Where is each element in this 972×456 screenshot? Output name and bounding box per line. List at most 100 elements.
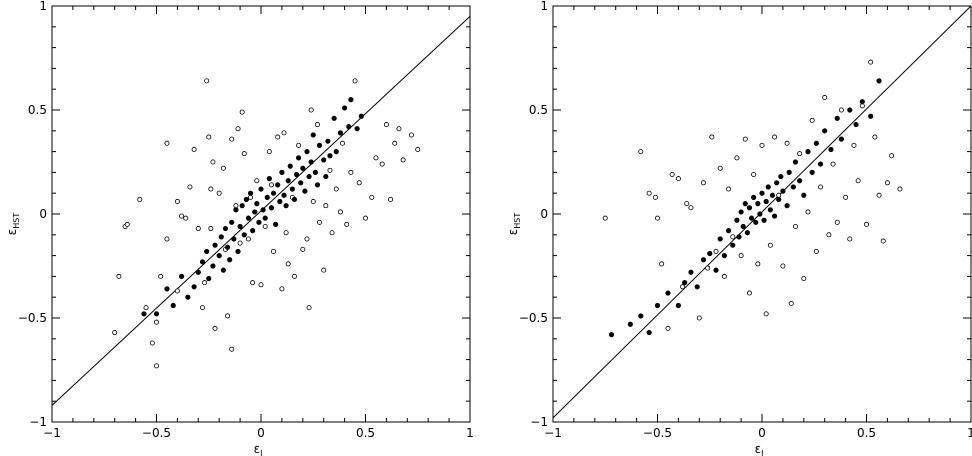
data-point-open xyxy=(638,149,644,155)
data-point-filled xyxy=(682,280,688,286)
data-point-filled xyxy=(638,313,644,319)
data-point-filled xyxy=(270,190,277,196)
data-point-filled xyxy=(853,121,859,128)
data-point-open xyxy=(809,117,815,123)
data-point-filled xyxy=(828,146,834,153)
data-point-filled xyxy=(233,207,239,213)
data-point-open xyxy=(323,203,329,209)
data-point-open xyxy=(746,290,752,296)
data-point-open xyxy=(137,196,143,202)
data-point-filled xyxy=(755,201,761,207)
data-point-filled xyxy=(153,311,160,317)
data-point-open xyxy=(876,192,882,198)
y-tick-label: 0 xyxy=(540,207,548,221)
data-point-filled xyxy=(283,203,289,209)
data-point-open xyxy=(373,155,379,161)
data-point-filled xyxy=(348,96,354,103)
data-point-filled xyxy=(141,311,147,317)
data-point-open xyxy=(872,134,878,140)
data-point-open xyxy=(759,142,765,148)
data-point-filled xyxy=(323,173,329,180)
data-point-open xyxy=(291,273,297,279)
data-point-filled xyxy=(358,113,364,119)
data-point-filled xyxy=(256,219,262,225)
y-tick-label: 1 xyxy=(540,0,548,13)
data-point-filled xyxy=(254,201,260,207)
data-point-filled xyxy=(780,188,786,194)
data-point-open xyxy=(206,134,212,140)
data-point-filled xyxy=(237,223,243,230)
data-point-filled xyxy=(608,332,615,338)
data-point-filled xyxy=(646,329,652,336)
data-point-open xyxy=(329,230,335,236)
data-point-open xyxy=(392,140,398,146)
data-point-filled xyxy=(784,203,790,209)
data-point-open xyxy=(847,236,853,242)
data-point-open xyxy=(183,215,189,221)
x-axis-label-subscript: I xyxy=(761,449,763,456)
data-point-open xyxy=(283,230,289,236)
data-point-open xyxy=(717,165,723,171)
data-point-filled xyxy=(834,115,840,121)
data-point-open xyxy=(659,261,665,267)
data-point-filled xyxy=(243,196,249,203)
data-point-open xyxy=(300,246,306,252)
data-point-filled xyxy=(260,207,266,213)
data-point-open xyxy=(174,199,180,205)
data-point-open xyxy=(143,305,149,311)
data-point-open xyxy=(721,273,727,279)
data-point-open xyxy=(851,142,857,148)
data-point-filled xyxy=(717,236,723,242)
data-point-open xyxy=(250,280,256,286)
data-point-open xyxy=(838,107,844,113)
y-axis-label-subscript: HST xyxy=(12,213,21,229)
data-point-open xyxy=(805,209,811,215)
data-point-filled xyxy=(321,157,327,163)
data-point-open xyxy=(208,226,214,232)
data-point-filled xyxy=(738,209,744,215)
data-point-filled xyxy=(778,173,784,180)
data-point-open xyxy=(369,194,375,200)
data-point-filled xyxy=(736,234,742,240)
x-tick-label: −0.5 xyxy=(142,426,171,440)
data-point-open xyxy=(684,201,690,207)
data-point-open xyxy=(304,236,310,242)
data-point-open xyxy=(864,221,870,227)
data-point-filled xyxy=(285,178,291,184)
data-point-filled xyxy=(801,192,807,198)
data-point-open xyxy=(306,305,312,311)
data-point-filled xyxy=(792,159,799,165)
data-point-open xyxy=(116,273,122,279)
data-point-open xyxy=(174,288,180,294)
data-point-open xyxy=(726,186,732,192)
data-point-filled xyxy=(757,211,763,217)
data-point-filled xyxy=(751,194,757,200)
data-point-filled xyxy=(767,207,773,213)
data-point-filled xyxy=(164,286,170,292)
data-point-filled xyxy=(222,225,229,232)
data-point-open xyxy=(408,132,414,138)
data-point-open xyxy=(229,346,235,352)
data-point-filled xyxy=(204,248,210,255)
data-point-filled xyxy=(199,259,206,265)
data-point-open xyxy=(788,300,794,306)
data-point-open xyxy=(818,184,824,190)
data-point-open xyxy=(738,253,744,259)
data-point-open xyxy=(158,273,164,279)
data-point-filled xyxy=(813,140,819,146)
data-point-filled xyxy=(627,321,633,327)
data-point-filled xyxy=(268,205,275,211)
data-point-open xyxy=(362,215,368,221)
data-point-filled xyxy=(220,267,226,273)
data-point-filled xyxy=(748,215,755,221)
data-point-open xyxy=(279,286,285,292)
data-point-open xyxy=(216,190,222,196)
data-point-open xyxy=(700,180,706,186)
data-point-open xyxy=(179,213,185,219)
plot-frame xyxy=(51,5,471,423)
x-tick-label: −1 xyxy=(544,426,562,440)
data-point-open xyxy=(780,263,786,269)
data-point-filled xyxy=(765,184,771,190)
data-point-filled xyxy=(805,149,811,155)
